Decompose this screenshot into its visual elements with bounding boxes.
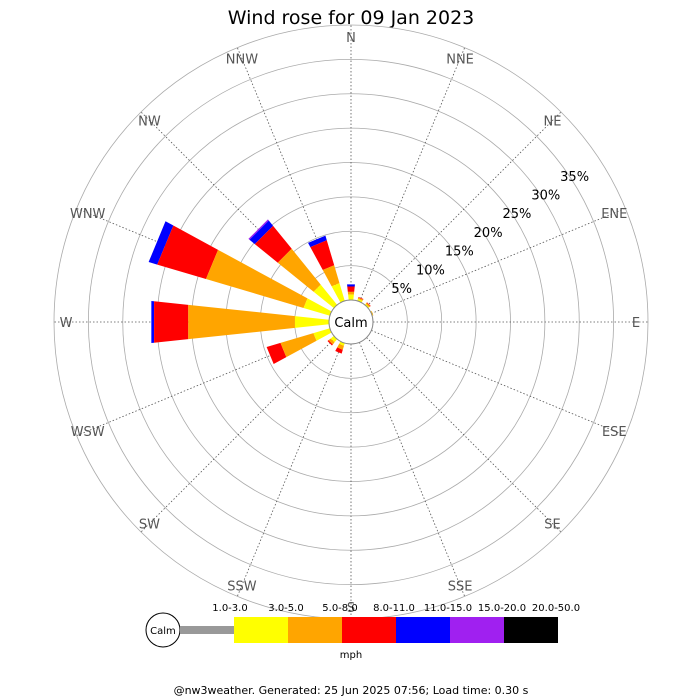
direction-label-s: S — [347, 601, 355, 616]
wind-bar-wnw-5.0-8.0 — [205, 249, 308, 308]
wind-bar-nne-5.0-8.0 — [357, 297, 364, 301]
legend-bin-label: 15.0-20.0 — [478, 603, 526, 614]
calm-circle — [328, 299, 374, 345]
wind-bar-sw-3.0-5.0 — [330, 335, 338, 343]
direction-label-ne: NE — [544, 114, 562, 129]
direction-label-w: W — [60, 316, 73, 331]
direction-label-ssw: SSW — [227, 579, 257, 594]
legend-bin-label: 8.0-11.0 — [373, 603, 415, 614]
wind-bar-nw-3.0-5.0 — [313, 284, 338, 309]
direction-label-wsw: WSW — [71, 425, 105, 440]
legend-calm-label: Calm — [150, 626, 176, 637]
wind-bar-nw-11.0-15.0 — [249, 220, 274, 245]
direction-label-nne: NNE — [446, 53, 474, 68]
wind-bar-wsw-3.0-5.0 — [313, 328, 332, 341]
wind-bar-ene-5.0-8.0 — [370, 310, 374, 316]
chart-title: Wind rose for 09 Jan 2023 — [228, 7, 475, 29]
wind-bar-nw-8.0-11.0 — [254, 225, 292, 263]
radial-tick-label: 10% — [416, 263, 445, 278]
wind-bar-nnw-8.0-11.0 — [310, 240, 335, 271]
radial-ring — [122, 93, 580, 551]
legend-bin-label: 5.0-8.0 — [322, 603, 357, 614]
wind-bar-ssw-5.0-8.0 — [337, 343, 344, 350]
wind-bar-ne-8.0-11.0 — [366, 302, 371, 307]
direction-label-sw: SW — [139, 518, 160, 533]
radial-tick-label: 20% — [474, 226, 503, 241]
wind-bar-w-8.0-11.0 — [154, 301, 189, 343]
legend-bin-label: 11.0-15.0 — [424, 603, 472, 614]
wind-bar-wnw-11.0-15.0 — [148, 221, 174, 265]
direction-label-e: E — [632, 316, 640, 331]
direction-spoke — [366, 337, 562, 533]
wind-bar-nnw-11.0-15.0 — [308, 235, 327, 248]
legend-unit-label: mph — [340, 650, 362, 661]
wind-bar-n-8.0-11.0 — [347, 286, 355, 292]
wind-bar-nnw-5.0-8.0 — [322, 265, 340, 287]
direction-label-sse: SSE — [448, 579, 473, 594]
radial-ring — [87, 58, 615, 586]
wind-bar-ssw-8.0-11.0 — [335, 347, 343, 354]
wind-bar-sw-8.0-11.0 — [327, 340, 333, 346]
legend-swatch-11.0-15.0 — [396, 617, 450, 643]
direction-spoke — [236, 342, 343, 597]
direction-label-nnw: NNW — [226, 53, 258, 68]
legend-swatch-20.0-50.0 — [504, 617, 558, 643]
legend-swatch-15.0-20.0 — [450, 617, 504, 643]
wind-bar-wnw-8.0-11.0 — [157, 225, 219, 280]
legend-bin-label: 3.0-5.0 — [268, 603, 303, 614]
wind-bar-w-3.0-5.0 — [294, 316, 330, 328]
wind-bar-nne-8.0-11.0 — [358, 296, 364, 300]
direction-label-nw: NW — [138, 114, 161, 129]
wind-bar-sw-5.0-8.0 — [328, 338, 335, 345]
direction-label-n: N — [346, 31, 356, 46]
wind-bar-w-5.0-8.0 — [188, 304, 295, 340]
radial-tick-labels: 5% 10%15%20% 25%30%35% — [391, 170, 589, 297]
direction-label-ene: ENE — [601, 207, 627, 222]
calm-label: Calm — [334, 316, 367, 331]
footer-text: @nw3weather. Generated: 25 Jun 2025 07:5… — [174, 684, 529, 697]
wind-bar-ssw-3.0-5.0 — [339, 341, 345, 346]
wind-bar-nw-5.0-8.0 — [277, 248, 321, 292]
calm-center: Calm — [328, 299, 374, 345]
speed-legend: Calm mph 1.0-3.0 3.0-5.0 5.0-8.0 8.0-11.0 11… — [145, 603, 580, 661]
direction-spoke — [359, 47, 466, 302]
direction-spoke — [366, 111, 562, 307]
direction-label-se: SE — [544, 518, 560, 533]
direction-label-wnw: WNW — [70, 207, 106, 222]
direction-labels: N NNE NE ENE E ESE SE SSE S SSW SW WSW W WNW NW NNW — [60, 31, 641, 616]
direction-label-ese: ESE — [602, 425, 627, 440]
radial-tick-label: 25% — [502, 207, 531, 222]
wind-bar-wnw-3.0-5.0 — [303, 298, 332, 316]
wind-bar-wsw-5.0-8.0 — [280, 333, 317, 358]
legend-swatch-3.0-5.0 — [234, 617, 288, 643]
wind-bar-nw-15.0-20.0 — [248, 219, 269, 240]
wind-bars — [148, 219, 374, 364]
legend-swatch-1.0-3.0 — [180, 626, 234, 634]
direction-spoke — [359, 342, 466, 597]
radial-tick-label: 5% — [391, 282, 412, 297]
wind-bar-w-11.0-15.0 — [151, 301, 155, 343]
legend-swatch-5.0-8.0 — [288, 617, 342, 643]
wind-bar-ne-3.0-5.0 — [364, 303, 370, 309]
direction-spoke — [371, 330, 626, 437]
wind-bar-n-11.0-15.0 — [347, 284, 355, 287]
wind-bar-nnw-3.0-5.0 — [331, 283, 345, 303]
radial-tick-label: 30% — [531, 189, 560, 204]
wind-bar-wsw-8.0-11.0 — [266, 342, 287, 364]
wind-bar-nne-3.0-5.0 — [357, 298, 363, 303]
legend-swatch-8.0-11.0 — [342, 617, 396, 643]
direction-spoke — [371, 207, 626, 314]
radial-tick-label: 35% — [560, 170, 589, 185]
legend-bin-label: 1.0-3.0 — [212, 603, 247, 614]
legend-bin-label: 20.0-50.0 — [532, 603, 580, 614]
wind-bar-ne-5.0-8.0 — [365, 302, 371, 308]
wind-bar-n-3.0-5.0 — [348, 294, 354, 301]
wind-bar-n-5.0-8.0 — [347, 291, 355, 295]
radial-tick-label: 15% — [445, 245, 474, 260]
direction-spoke — [140, 337, 336, 533]
